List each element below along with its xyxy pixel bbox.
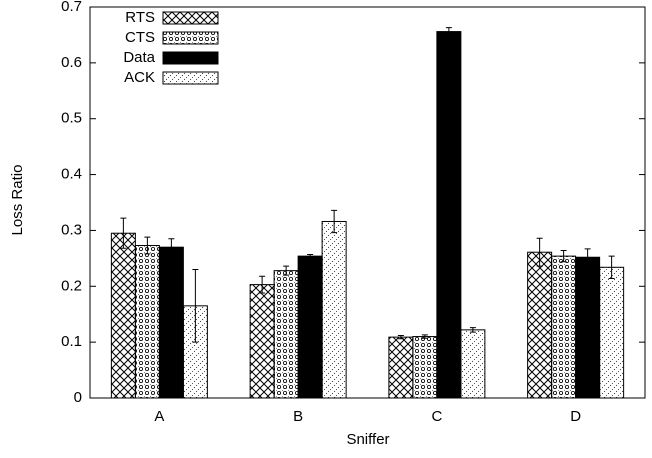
legend-swatch [162,71,219,85]
error-bar [536,237,543,267]
legend-swatch [162,11,219,25]
y-tick-label: 0 [74,389,82,406]
bar [460,329,486,399]
legend-label: CTS [125,29,155,46]
y-axis-label: Loss Ratio [9,165,26,236]
bar [321,220,347,399]
bar [110,232,136,399]
bar [599,266,625,399]
legend-label: Data [123,49,155,66]
legend-swatch [162,31,219,45]
legend-swatch [162,51,219,65]
bar [436,31,462,399]
bar [297,255,323,399]
bar [412,336,438,399]
y-tick-label: 0.1 [61,333,82,350]
plot-frame [89,6,646,399]
x-tick-label: A [154,408,164,425]
error-bar [283,265,290,276]
error-bar [421,334,428,339]
y-tick-label: 0.7 [61,0,82,15]
legend-label: RTS [125,9,155,26]
error-bar [469,327,476,333]
x-tick-label: C [431,408,442,425]
error-bar [445,27,452,36]
bar [551,255,577,399]
bar [134,245,160,399]
error-bar [584,248,591,267]
y-tick-label: 0.6 [61,54,82,71]
bar [158,246,184,399]
x-tick-label: B [293,408,303,425]
bar [388,336,414,399]
y-tick-label: 0.5 [61,110,82,127]
y-tick-label: 0.4 [61,166,82,183]
error-bar [259,275,266,294]
x-axis-label: Sniffer [346,431,389,448]
error-bar [144,236,151,255]
error-bar [120,217,127,249]
bar [249,284,275,399]
error-bar [168,238,175,257]
error-bar [192,269,199,343]
error-bar [560,250,567,263]
error-bar [608,255,615,279]
legend-label: ACK [124,69,155,86]
y-tick-label: 0.2 [61,277,82,294]
bar [575,256,601,399]
error-bar [397,334,404,340]
bar [273,270,299,399]
y-tick-label: 0.3 [61,221,82,238]
error-bar [331,209,338,234]
bar [527,251,553,399]
error-bar [307,253,314,259]
x-tick-label: D [570,408,581,425]
